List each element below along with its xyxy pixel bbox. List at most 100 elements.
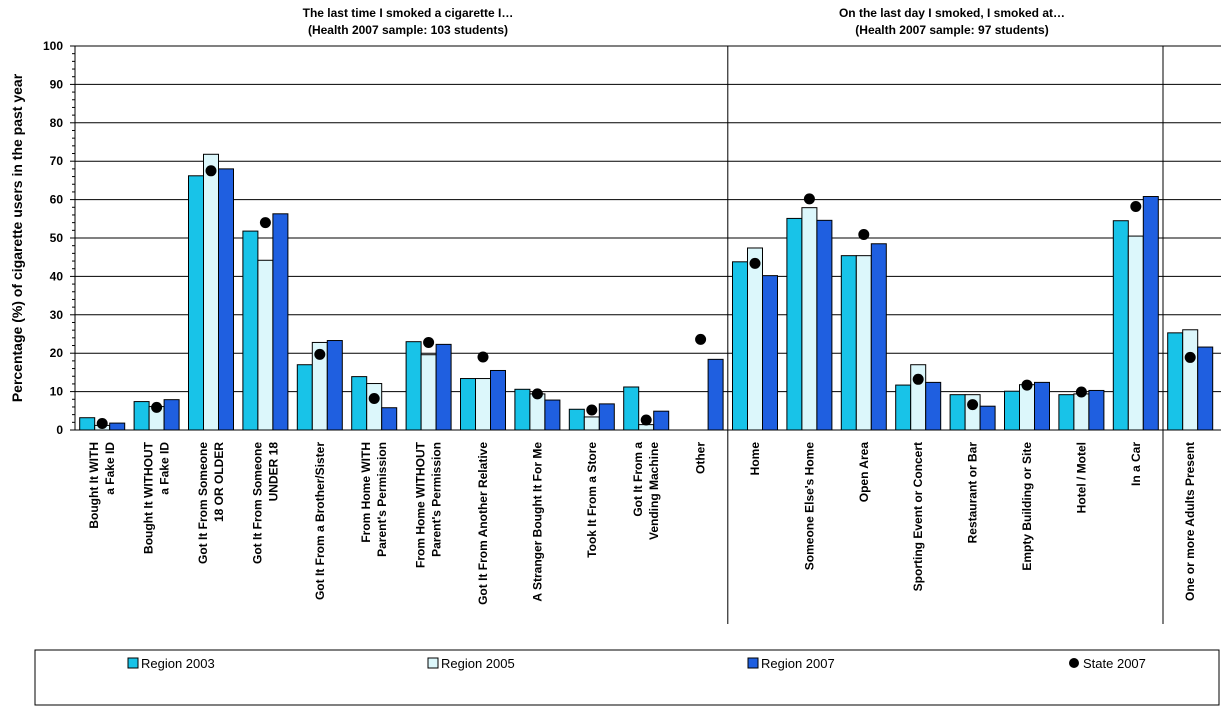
bar-region-2003 (242, 230, 259, 431)
bar-region-2007 (762, 275, 778, 431)
bar-region-2007 (218, 168, 234, 431)
bar-region-2003 (460, 378, 476, 431)
bar-region-2003 (514, 388, 531, 431)
y-tick-label: 70 (50, 154, 64, 168)
category-labels: Bought It WITH a Fake ID Bought It WITHOUT… (87, 441, 1197, 605)
legend-label-region-2007: Region 2007 (761, 656, 835, 671)
bar-region-2005 (583, 416, 600, 431)
bar-region-2007 (326, 340, 343, 431)
y-axis-ticks: 0 10 20 30 40 50 60 70 80 90 100 (43, 39, 75, 437)
dot-state-2007 (259, 217, 271, 229)
bar-region-2005 (855, 255, 872, 431)
category-label: From Home WITHOUT Parent's Permission (414, 441, 444, 568)
bar-region-2007 (544, 399, 561, 431)
legend-box (34, 649, 1220, 706)
bar-region-2007 (1088, 389, 1105, 431)
category-label: Bought It WITH a Fake ID (87, 442, 117, 529)
bar-region-2003 (568, 408, 585, 431)
bars (79, 153, 1214, 431)
category-label: From Home WITH Parent's Permission (359, 442, 389, 557)
dot-state-2007 (1184, 351, 1196, 363)
y-axis-label: Percentage (%) of cigarette users in the… (9, 73, 25, 402)
dot-state-2007 (151, 401, 163, 413)
category-label: One or more Adults Present (1183, 442, 1197, 601)
bar-region-2003 (1112, 220, 1129, 431)
dot-state-2007 (912, 373, 924, 385)
dot-state-2007 (586, 404, 598, 416)
y-tick-label: 50 (50, 231, 64, 245)
dot-state-2007 (1130, 201, 1142, 213)
legend-label-region-2005: Region 2005 (441, 656, 515, 671)
dot-state-2007 (205, 165, 217, 177)
bar-region-2005 (257, 259, 274, 431)
legend-marker-state-2007 (1069, 658, 1079, 668)
dot-state-2007 (967, 399, 979, 411)
category-label: Got It From Someone UNDER 18 (250, 442, 280, 564)
bar-region-2007 (272, 213, 289, 431)
panel-2-title-line1: On the last day I smoked, I smoked at… (839, 6, 1065, 20)
bar-region-2005 (366, 383, 383, 431)
bar-region-2007 (816, 219, 833, 431)
bar-region-2005 (1127, 235, 1144, 431)
dot-state-2007 (803, 193, 815, 205)
bar-region-2003 (188, 175, 204, 431)
y-tick-label: 0 (56, 423, 63, 437)
y-tick-label: 60 (50, 193, 64, 207)
bar-region-2003 (1058, 394, 1075, 431)
category-label: Sporting Event or Concert (911, 442, 925, 591)
dot-state-2007 (531, 388, 543, 400)
dot-state-2007 (477, 351, 489, 363)
bar-region-2003 (405, 341, 422, 431)
category-label: Got It From a Vending Machine (631, 442, 661, 540)
y-tick-label: 80 (50, 116, 64, 130)
legend-swatch-region-2005 (427, 657, 439, 669)
bar-region-2003 (949, 394, 966, 431)
bar-region-2005 (203, 153, 219, 431)
dot-state-2007 (314, 348, 326, 360)
legend-swatch-region-2007 (747, 657, 759, 669)
dot-state-2007 (96, 417, 108, 429)
category-label: Open Area (857, 442, 871, 503)
bar-region-2003 (1167, 332, 1184, 431)
category-label: Restaurant or Bar (966, 442, 980, 544)
dot-state-2007 (695, 333, 707, 345)
bar-region-2007 (707, 358, 724, 431)
category-label: A Stranger Bought It For Me (530, 442, 544, 602)
bar-region-2005 (1182, 329, 1199, 431)
bar-region-2003 (1004, 390, 1020, 431)
category-label: Empty Building or Site (1020, 442, 1034, 571)
legend-label-state-2007: State 2007 (1083, 656, 1146, 671)
dot-state-2007 (423, 336, 435, 348)
bar-region-2007 (109, 422, 126, 431)
category-label: Home (748, 442, 762, 476)
bar-region-2005 (747, 247, 763, 431)
bar-region-2007 (490, 369, 506, 431)
category-label: Other (694, 442, 708, 474)
bar-region-2007 (925, 381, 942, 431)
dot-state-2007 (858, 229, 870, 241)
dot-state-2007 (1075, 386, 1087, 398)
y-tick-label: 100 (43, 39, 63, 53)
legend-label-region-2003: Region 2003 (141, 656, 215, 671)
category-label: Got It From Someone 18 OR OLDER (196, 442, 226, 564)
bar-region-2007 (163, 399, 180, 431)
panel-2-title-line2: (Health 2007 sample: 97 students) (855, 23, 1048, 37)
bar-region-2005 (420, 354, 437, 431)
bar-region-2007 (653, 410, 670, 431)
bar-region-2007 (1197, 346, 1214, 431)
legend: Region 2003 Region 2005 Region 2007 Stat… (34, 649, 1220, 706)
bar-region-2007 (598, 403, 615, 431)
bar-region-2003 (133, 401, 150, 431)
category-label: Hotel / Motel (1074, 442, 1088, 513)
bar-region-2005 (1019, 384, 1035, 431)
axes (74, 46, 1221, 624)
bar-region-2005 (1073, 393, 1090, 431)
bar-region-2007 (1142, 196, 1159, 431)
y-tick-label: 40 (50, 269, 64, 283)
bar-region-2005 (801, 207, 818, 431)
category-label: Bought It WITHOUT a Fake ID (142, 441, 172, 554)
bar-region-2007 (381, 407, 398, 431)
bar-region-2003 (296, 364, 313, 431)
y-tick-label: 90 (50, 77, 64, 91)
